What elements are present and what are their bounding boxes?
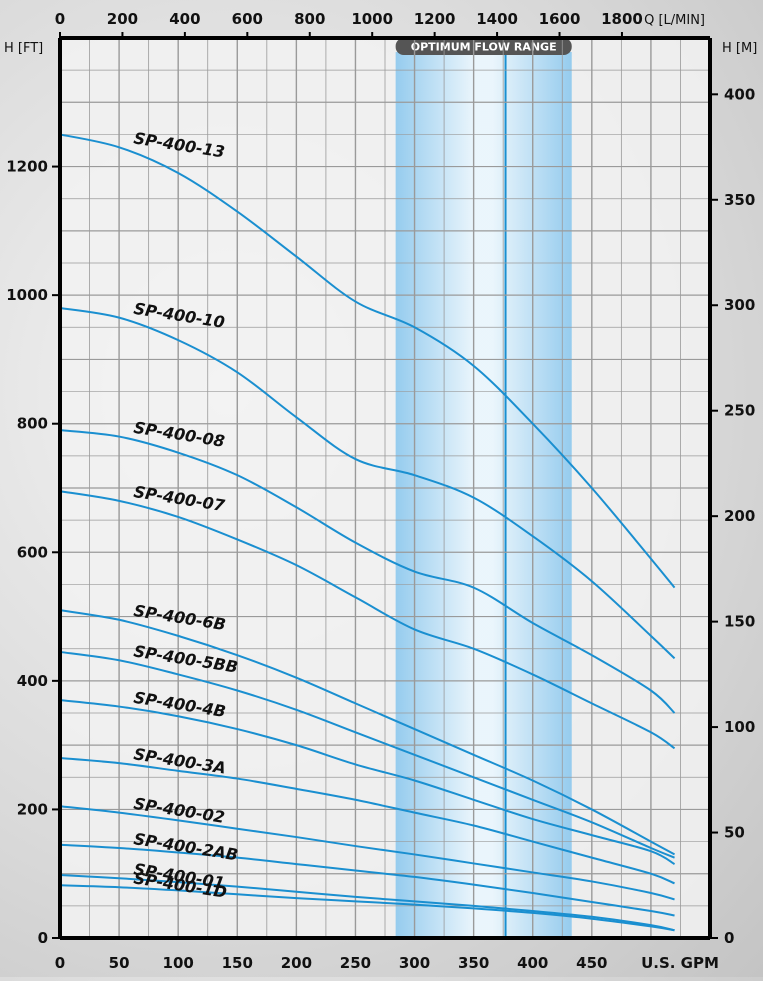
x-tick-label: 0	[55, 954, 65, 972]
x-tick-label: 450	[576, 954, 607, 972]
x2-axis-title: Q [L/MIN]	[644, 13, 705, 28]
y2-tick-label: 150	[724, 613, 755, 631]
y2-tick-label: 350	[724, 191, 755, 209]
x-tick-label: 300	[399, 954, 430, 972]
x2-tick-label: 1800	[601, 10, 643, 28]
x2-tick-label: 600	[232, 10, 263, 28]
x-tick-label: 100	[163, 954, 194, 972]
y2-tick-label: 250	[724, 402, 755, 420]
x-tick-label: 50	[109, 954, 130, 972]
x2-tick-label: 400	[169, 10, 200, 28]
curve-sp-400-3a	[59, 757, 675, 885]
y-tick-label: 400	[17, 672, 48, 690]
y-tick-label: 200	[17, 800, 48, 818]
x2-tick-label: 1600	[539, 10, 581, 28]
x-tick-label: 350	[458, 954, 489, 972]
y2-axis-title: H [M]	[722, 41, 757, 56]
optimum-flow-label-badge	[395, 38, 572, 55]
y2-tick-label: 300	[724, 296, 755, 314]
y-tick-label: 600	[17, 543, 48, 561]
curve-sp-400-08	[59, 429, 676, 714]
y2-tick-label: 50	[724, 824, 745, 842]
x-axis-title: U.S. GPM	[641, 954, 719, 972]
curve-sp-400-01	[59, 874, 675, 932]
x-tick-label: 200	[281, 954, 312, 972]
optimum-flow-band	[395, 52, 572, 938]
x2-tick-label: 200	[107, 10, 138, 28]
y-tick-label: 1200	[6, 158, 48, 176]
x2-tick-label: 800	[294, 10, 325, 28]
x2-tick-label: 1000	[351, 10, 393, 28]
y2-tick-label: 200	[724, 507, 755, 525]
curve-sp-400-02	[59, 805, 675, 901]
curve-sp-400-1d	[59, 884, 675, 932]
optimum-flow-label: OPTIMUM FLOW RANGE	[411, 41, 557, 54]
curve-sp-400-13	[59, 133, 676, 589]
curve-sp-400-4b	[59, 699, 676, 865]
curve-sp-400-2ab	[59, 843, 675, 917]
x2-tick-label: 1400	[476, 10, 518, 28]
y2-tick-label: 0	[724, 929, 734, 947]
y-axis-title: H [FT]	[4, 41, 43, 56]
y2-tick-label: 400	[724, 85, 755, 103]
y2-tick-label: 100	[724, 718, 755, 736]
x2-tick-label: 0	[55, 10, 65, 28]
x-tick-label: 400	[517, 954, 548, 972]
x-tick-label: 250	[340, 954, 371, 972]
y-tick-label: 0	[38, 929, 48, 947]
x-tick-label: 150	[222, 954, 253, 972]
y-tick-label: 1000	[6, 286, 48, 304]
curve-sp-400-07	[59, 490, 676, 750]
curve-sp-400-5bb	[59, 650, 675, 859]
curve-sp-400-10	[59, 307, 676, 660]
curve-sp-400-6b	[59, 609, 676, 856]
x2-tick-label: 1200	[414, 10, 456, 28]
y-tick-label: 800	[17, 415, 48, 433]
